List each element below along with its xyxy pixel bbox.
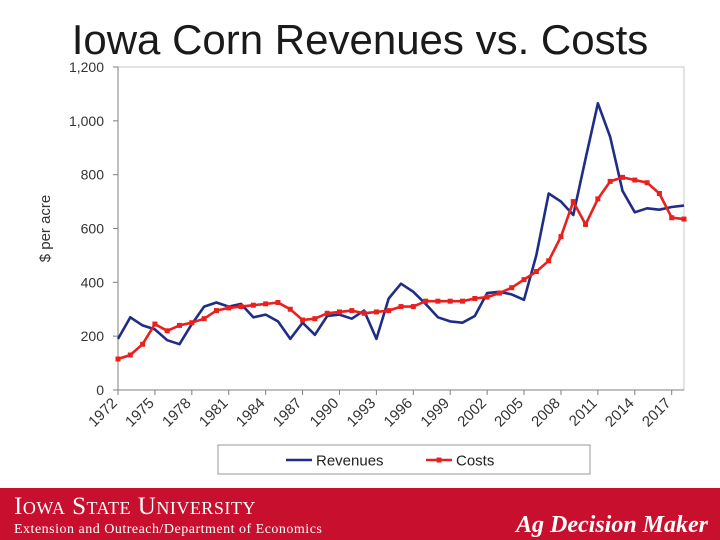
data-point-costs — [238, 304, 244, 310]
data-point-costs — [533, 269, 539, 275]
data-point-costs — [386, 308, 392, 314]
data-point-costs — [115, 356, 121, 362]
data-point-costs — [312, 316, 318, 322]
x-tick-label: 1993 — [344, 395, 380, 431]
y-tick-label: 0 — [96, 382, 104, 398]
x-tick-label: 1978 — [159, 395, 195, 431]
data-point-costs — [127, 352, 133, 358]
x-tick-label: 1981 — [196, 395, 232, 431]
data-point-costs — [263, 301, 269, 307]
x-tick-label: 2011 — [566, 395, 601, 430]
y-tick-label: 800 — [81, 167, 105, 183]
series-line-costs — [117, 176, 685, 361]
data-point-costs — [201, 316, 207, 322]
data-point-costs — [644, 180, 650, 186]
x-tick-label: 1975 — [122, 395, 158, 431]
legend-label-costs: Costs — [456, 453, 494, 470]
data-point-costs — [189, 320, 195, 326]
data-point-costs — [619, 174, 625, 180]
series-line-revenues — [116, 102, 685, 346]
data-point-costs — [656, 191, 662, 197]
data-point-costs — [509, 285, 515, 291]
x-tick-label: 1972 — [85, 395, 121, 431]
department-line: Extension and Outreach/Department of Eco… — [14, 522, 323, 537]
data-point-costs — [275, 300, 281, 306]
x-tick-label: 1999 — [417, 395, 453, 431]
footer-band — [0, 488, 720, 540]
y-tick-label: 600 — [81, 221, 105, 237]
y-tick-label: 400 — [81, 274, 105, 290]
data-point-costs — [558, 234, 564, 240]
x-tick-label: 2002 — [454, 395, 490, 431]
data-point-costs — [287, 306, 293, 312]
data-point-costs — [226, 305, 232, 311]
x-tick-label: 2008 — [528, 395, 564, 431]
brand-logo: Ag Decision Maker — [516, 512, 708, 538]
x-tick-label: 2017 — [639, 395, 675, 431]
data-point-costs — [177, 322, 183, 328]
data-point-costs — [300, 317, 306, 323]
data-point-costs — [336, 309, 342, 315]
data-point-costs — [250, 302, 256, 308]
data-point-costs — [681, 216, 687, 222]
data-point-costs — [423, 298, 429, 304]
legend-label-revenues: Revenues — [316, 453, 384, 470]
university-wordmark: Iowa State University — [14, 493, 256, 520]
data-point-costs — [373, 309, 379, 315]
data-point-costs — [447, 298, 453, 304]
x-tick-label: 2005 — [491, 395, 527, 431]
data-point-costs — [570, 199, 576, 205]
data-point-costs — [484, 294, 490, 300]
data-point-costs — [607, 178, 613, 184]
data-point-costs — [496, 290, 502, 296]
data-point-costs — [521, 277, 527, 283]
data-point-costs — [435, 298, 441, 304]
y-tick-label: 1,000 — [69, 113, 104, 129]
data-point-costs — [213, 308, 219, 314]
data-point-costs — [140, 341, 146, 347]
y-tick-label: 1,200 — [69, 59, 104, 75]
x-tick-label: 1984 — [233, 395, 269, 431]
data-point-costs — [398, 304, 404, 310]
data-point-costs — [349, 308, 355, 314]
data-point-costs — [324, 310, 330, 316]
data-point-costs — [410, 304, 416, 310]
plot-area — [117, 66, 685, 391]
x-tick-label: 1987 — [270, 395, 306, 431]
x-tick-label: 1996 — [381, 395, 417, 431]
x-tick-label: 2014 — [602, 395, 638, 431]
data-point-costs — [164, 328, 170, 334]
data-point-costs — [546, 258, 552, 264]
x-tick-label: 1990 — [307, 395, 343, 431]
data-point-costs — [595, 196, 601, 202]
y-tick-label: 200 — [81, 328, 105, 344]
data-point-costs — [460, 298, 466, 304]
data-point-costs — [632, 177, 638, 183]
slide-title: Iowa Corn Revenues vs. Costs — [71, 16, 649, 63]
data-point-costs — [472, 295, 478, 301]
data-point-costs — [669, 215, 675, 221]
legend-box — [217, 444, 591, 475]
data-point-costs — [583, 221, 589, 227]
legend-marker-costs — [436, 457, 442, 463]
y-axis-label: $ per acre — [37, 195, 54, 263]
data-point-costs — [361, 310, 367, 316]
data-point-costs — [152, 321, 158, 327]
